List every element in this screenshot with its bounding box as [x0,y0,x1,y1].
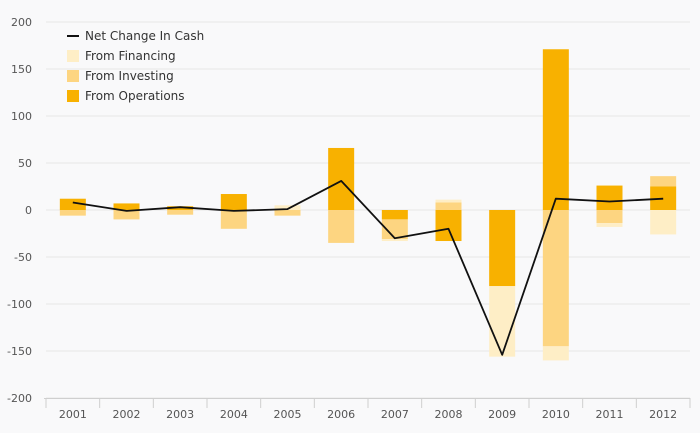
y-tick-label: -150 [7,345,32,358]
bar-from-financing [274,205,301,210]
net-change-line [72,179,664,356]
legend: Net Change In Cash From Financing From Inv… [67,29,204,103]
x-tick-label: 2011 [596,408,624,421]
bar-from-operations [113,203,140,210]
bar-from-investing [274,210,301,216]
bar-from-operations [489,210,516,287]
x-tick-label: 2009 [488,408,516,421]
y-tick-label: -50 [14,251,32,264]
bar-from-financing [381,239,408,242]
y-tick-label: 150 [11,63,32,76]
bar-from-investing [381,219,408,240]
x-tick-label: 2006 [327,408,355,421]
bar-from-investing [542,210,569,347]
bar-from-operations [596,185,623,210]
y-tick-label: -100 [7,298,32,311]
bar-from-investing [220,210,247,229]
x-axis [44,398,691,408]
legend-label-from-financing: From Financing [85,49,176,63]
bar-from-operations [328,147,355,210]
bar-from-operations [435,210,462,242]
bar-from-operations [59,198,86,210]
y-tick-label: 100 [11,110,32,123]
bar-from-financing [650,210,677,235]
y-tick-label: -200 [7,392,32,405]
bar-from-financing [596,223,623,227]
legend-label-net-change-in-cash: Net Change In Cash [85,29,204,43]
legend-label-from-operations: From Operations [85,89,185,103]
bar-from-investing [328,210,355,243]
x-tick-label: 2005 [274,408,302,421]
bar-from-investing [596,210,623,224]
bar-from-investing [167,210,194,215]
legend-label-from-investing: From Investing [85,69,174,83]
bar-from-investing [435,202,462,210]
legend-swatch-from-investing [67,70,79,82]
bar-from-operations [542,49,569,211]
bar-from-investing [113,210,140,220]
x-axis-labels: 2001 2002 2003 2004 2005 2006 2007 2008 2009 2010… [59,408,677,421]
x-tick-label: 2002 [113,408,141,421]
bar-from-financing [435,199,462,203]
bar-from-investing [59,210,86,216]
net-change-series-line [72,179,664,356]
bar-from-operations [220,194,247,210]
x-tick-label: 2010 [542,408,570,421]
legend-swatch-from-financing [67,50,79,62]
bar-from-operations [167,206,194,210]
bar-from-financing [542,346,569,361]
bar-from-financing [489,286,516,357]
x-tick-label: 2003 [166,408,194,421]
x-tick-label: 2001 [59,408,87,421]
x-tick-label: 2007 [381,408,409,421]
x-tick-label: 2008 [435,408,463,421]
x-tick-label: 2004 [220,408,248,421]
y-tick-label: 50 [18,157,32,170]
y-tick-label: 200 [11,16,32,29]
y-axis: -200 -150 -100 -50 0 50 100 150 200 [7,16,32,405]
bars [59,49,677,361]
y-tick-label: 0 [25,204,32,217]
bar-from-operations [381,210,408,220]
x-tick-label: 2012 [649,408,677,421]
legend-swatch-from-operations [67,90,79,102]
bar-from-investing [650,176,677,187]
